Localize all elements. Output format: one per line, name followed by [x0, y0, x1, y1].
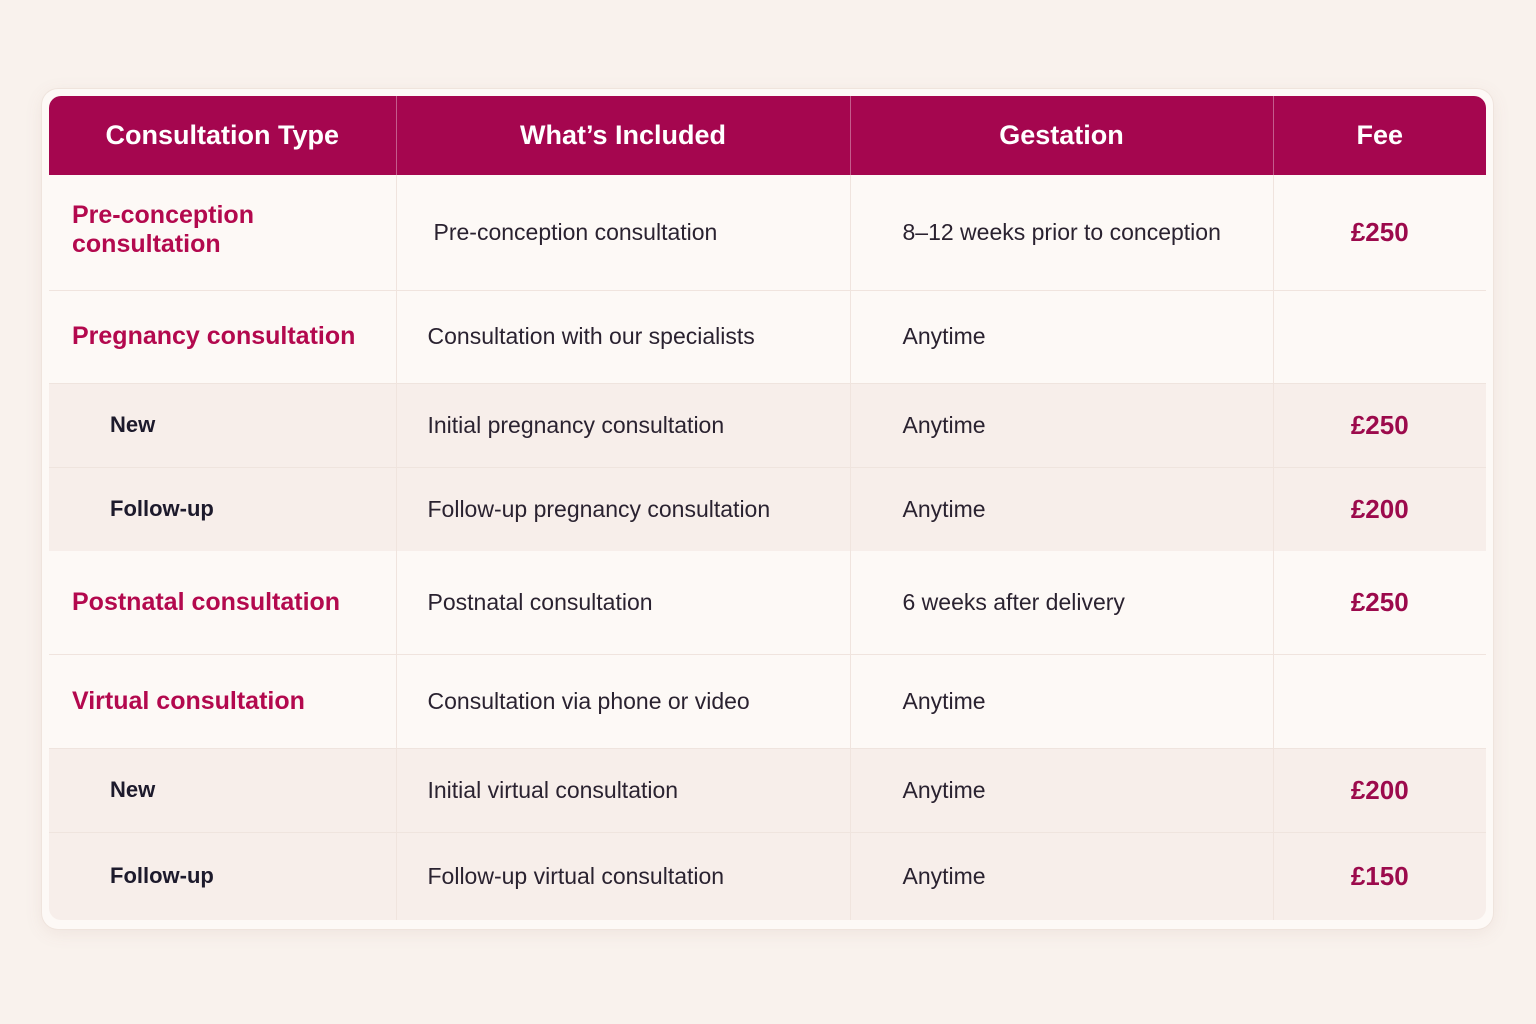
column-header-consultation-type: Consultation Type: [49, 96, 396, 175]
consultation-type-cell: Virtual consultation: [49, 654, 396, 748]
table-header-row: Consultation Type What’s Included Gestat…: [49, 96, 1486, 175]
table-row-virtual-follow-up: Follow-up Follow-up virtual consultation…: [49, 832, 1486, 920]
gestation-cell: 8–12 weeks prior to conception: [849, 175, 1273, 291]
fee-cell: [1272, 654, 1486, 748]
whats-included-cell: Follow-up virtual consultation: [395, 832, 850, 920]
whats-included-cell: Follow-up pregnancy consultation: [395, 467, 850, 551]
table-row-postnatal: Postnatal consultation Postnatal consult…: [49, 551, 1486, 655]
gestation-cell: Anytime: [849, 832, 1273, 920]
whats-included-cell: Initial pregnancy consultation: [395, 382, 850, 468]
table-row-virtual: Virtual consultation Consultation via ph…: [49, 654, 1486, 748]
column-header-fee: Fee: [1272, 96, 1486, 175]
whats-included-cell: Initial virtual consultation: [395, 747, 850, 833]
gestation-cell: Anytime: [849, 467, 1273, 551]
consultation-subtype-cell: New: [49, 747, 396, 833]
gestation-cell: Anytime: [849, 382, 1273, 468]
fee-cell: £250: [1272, 382, 1486, 468]
table-row-preconception: Pre-conception consultation Pre-concepti…: [49, 175, 1486, 291]
consultation-type-cell: Pregnancy consultation: [49, 290, 396, 383]
column-header-whats-included: What’s Included: [395, 96, 850, 175]
gestation-cell: Anytime: [849, 290, 1273, 383]
fee-cell: £250: [1272, 551, 1486, 655]
consultation-subtype-cell: New: [49, 382, 396, 468]
whats-included-cell: Postnatal consultation: [395, 551, 850, 655]
column-header-gestation: Gestation: [849, 96, 1273, 175]
consultation-subtype-cell: Follow-up: [49, 832, 396, 920]
table-row-pregnancy-new: New Initial pregnancy consultation Anyti…: [49, 382, 1486, 468]
table-row-pregnancy-follow-up: Follow-up Follow-up pregnancy consultati…: [49, 467, 1486, 551]
fee-cell: £250: [1272, 175, 1486, 291]
gestation-cell: Anytime: [849, 654, 1273, 748]
whats-included-cell: Consultation with our specialists: [395, 290, 850, 383]
consultation-subtype-cell: Follow-up: [49, 467, 396, 551]
table-row-virtual-new: New Initial virtual consultation Anytime…: [49, 747, 1486, 833]
gestation-cell: 6 weeks after delivery: [849, 551, 1273, 655]
fee-cell: [1272, 290, 1486, 383]
whats-included-cell: Pre-conception consultation: [395, 175, 850, 291]
consultation-type-cell: Postnatal consultation: [49, 551, 396, 655]
consultation-type-cell: Pre-conception consultation: [49, 175, 396, 291]
fee-cell: £150: [1272, 832, 1486, 920]
gestation-cell: Anytime: [849, 747, 1273, 833]
consultation-fee-table: Consultation Type What’s Included Gestat…: [49, 96, 1486, 920]
table-row-pregnancy: Pregnancy consultation Consultation with…: [49, 290, 1486, 383]
whats-included-cell: Consultation via phone or video: [395, 654, 850, 748]
fee-cell: £200: [1272, 747, 1486, 833]
fee-cell: £200: [1272, 467, 1486, 551]
